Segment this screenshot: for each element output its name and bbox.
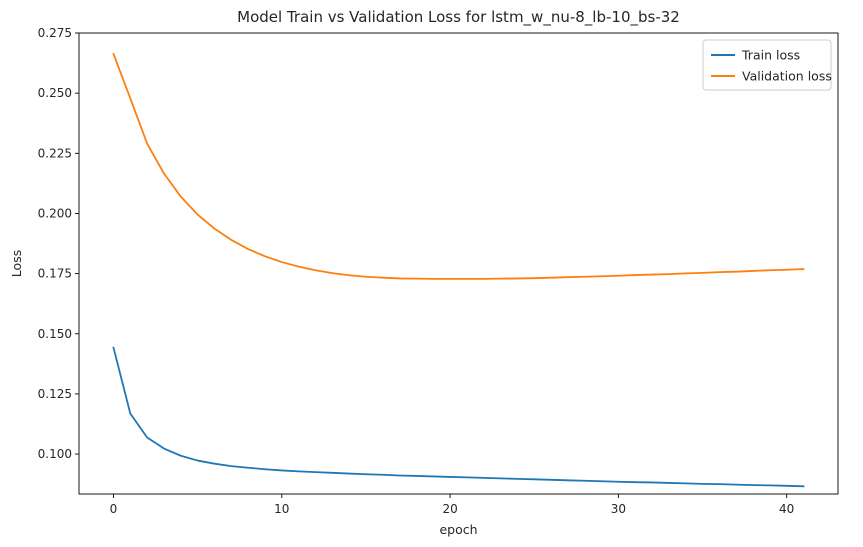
legend-box xyxy=(702,39,832,91)
legend-label-validation: Validation loss xyxy=(742,69,832,84)
y-tick-label: 0.225 xyxy=(38,146,72,160)
x-tick-label: 10 xyxy=(274,502,289,516)
y-axis-title: Loss xyxy=(9,250,24,277)
plot-background xyxy=(79,33,838,494)
y-tick-label: 0.100 xyxy=(38,447,72,461)
x-tick-label: 20 xyxy=(442,502,457,516)
y-tick-label: 0.250 xyxy=(38,86,72,100)
y-tick-label: 0.175 xyxy=(38,267,72,281)
x-tick-label: 0 xyxy=(110,502,118,516)
legend-label-train: Train loss xyxy=(741,48,800,63)
y-tick-label: 0.125 xyxy=(38,387,72,401)
x-tick-label: 30 xyxy=(611,502,626,516)
train-loss-line xyxy=(112,346,805,488)
chart-title: Model Train vs Validation Loss for lstm_… xyxy=(237,8,680,27)
validation-loss-line xyxy=(112,52,805,280)
x-tick-label: 40 xyxy=(779,502,794,516)
y-tick-label: 0.150 xyxy=(38,327,72,341)
plot-frame xyxy=(78,32,839,495)
y-axis: 0.100 0.125 0.150 0.175 0.200 0.225 0.250 0.275 xyxy=(38,26,79,461)
legend: Train loss Validation loss xyxy=(702,39,832,91)
y-tick-label: 0.200 xyxy=(38,206,72,220)
plot-area xyxy=(78,32,839,495)
series-layer xyxy=(112,52,805,488)
x-axis-title: epoch xyxy=(439,522,477,537)
y-tick-label: 0.275 xyxy=(38,26,72,40)
x-axis: 0 10 20 30 40 xyxy=(110,494,794,516)
